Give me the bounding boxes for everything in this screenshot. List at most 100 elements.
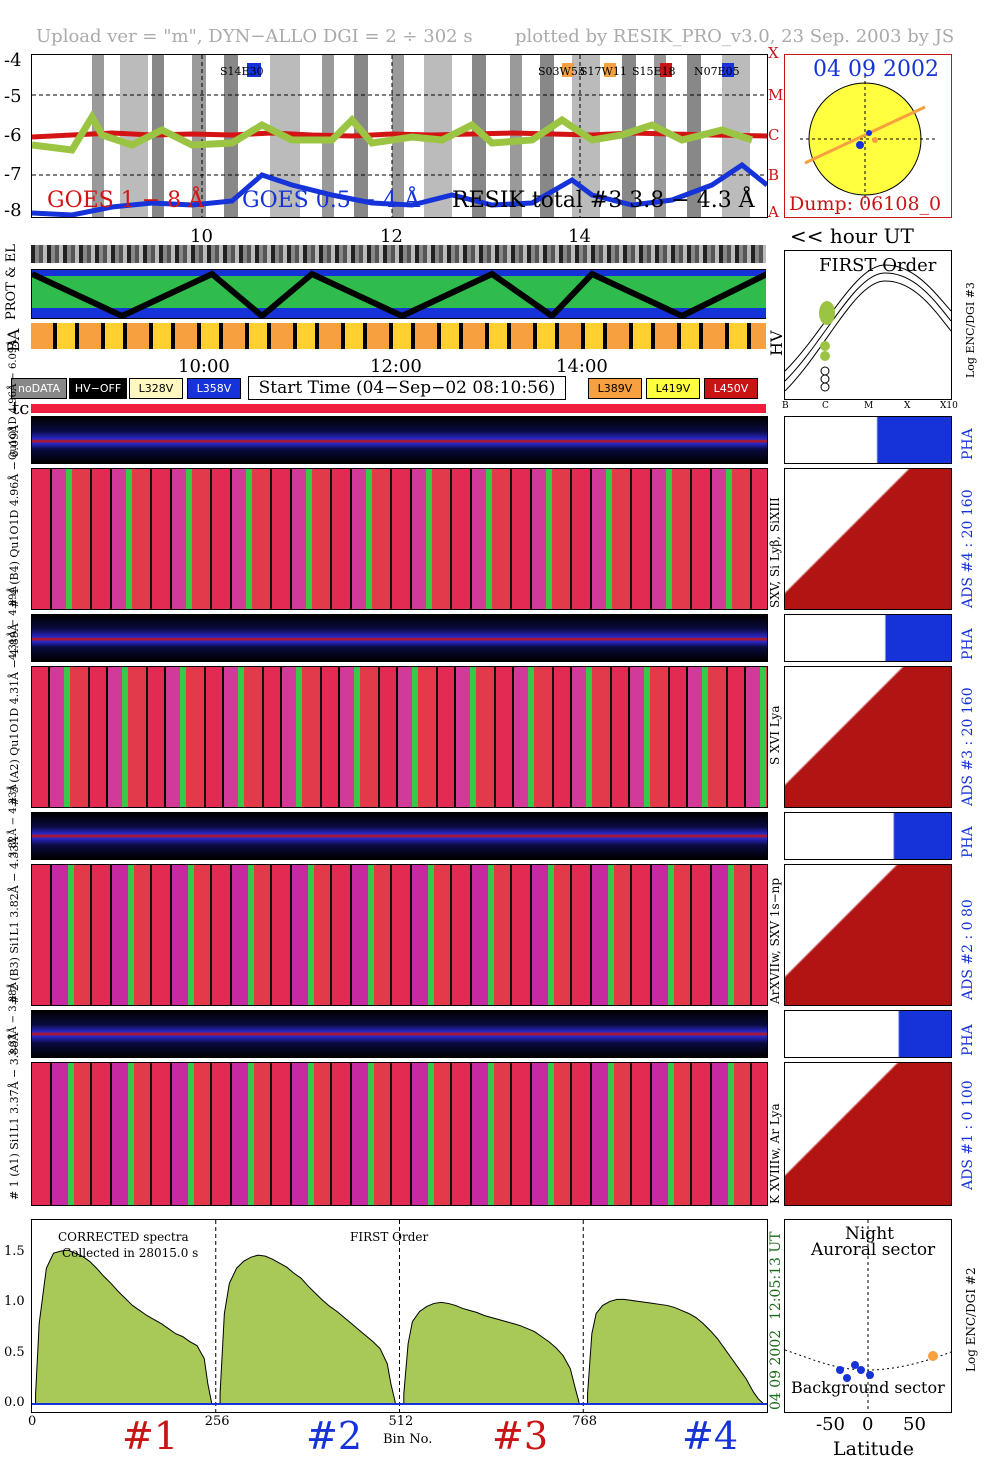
pha-histogram-ch2 <box>784 812 952 860</box>
region-label-3: S17W11 <box>580 65 627 78</box>
ch2-lines-label: ArXVIIw, SXV 1s−np <box>768 877 782 1004</box>
pha-histogram-ch3 <box>784 614 952 662</box>
ch4-pha-label: Qu1O1D 4.96Å − 6.09Å <box>8 339 19 460</box>
region-markers <box>247 63 734 77</box>
top-ytick-3: -6 <box>4 125 22 146</box>
sun-dump: Dump: 06108_0 <box>789 193 942 215</box>
spectrum-title-2: Collected in 28015.0 s <box>62 1246 199 1260</box>
channel-label-1: #1 <box>122 1414 179 1458</box>
header-right: plotted by RESIK_PRO_v3.0, 23 Sep. 2003 … <box>515 26 955 47</box>
fo-xtick-b: B <box>782 401 789 411</box>
first-order-panel: FIRST Order <box>784 250 952 400</box>
goes-lightcurve-svg: S14E30 S03W53 S17W11 S15E18 N07E05 GOES … <box>32 55 767 217</box>
spectrum-area-3 <box>403 1301 580 1405</box>
start-time-box: Start Time (04−Sep−02 08:10:56) <box>248 376 566 400</box>
time-tick-1000: 10:00 <box>178 356 230 377</box>
ch1-pha-tag: PHA <box>960 1024 976 1056</box>
ch1-lines-label: K XVIIIw, Ar Lya <box>768 1103 782 1204</box>
spectrum-area-4 <box>587 1298 764 1405</box>
lat-xtick-1: -50 <box>816 1414 845 1435</box>
latitude-title-2: Auroral sector <box>811 1240 936 1260</box>
hour-tick-12: 12 <box>380 226 403 247</box>
legend-l358v: L358V <box>187 378 241 399</box>
ch3-ads-label: ADS #3 : 20 160 <box>960 687 976 806</box>
spectrum-chart <box>32 1220 767 1412</box>
spectrum-right-date: 04 09 2002 <box>768 1329 784 1410</box>
ch3-lines-label: S XVI Lya <box>768 705 782 766</box>
legend-l450v: L450V <box>704 378 758 399</box>
channel-label-3: #3 <box>492 1414 549 1458</box>
latitude-bottom: Background sector <box>791 1378 945 1397</box>
lat-xtick-3: 50 <box>903 1414 926 1435</box>
latitude-xlabel: Latitude <box>833 1438 914 1460</box>
fo-xtick-m: M <box>864 401 874 411</box>
ch2-ads-label: ADS #2 : 0 80 <box>960 899 976 1000</box>
spectrum-panel: CORRECTED spectra Collected in 28015.0 s… <box>31 1219 768 1413</box>
top-ytick-1: -4 <box>4 50 22 71</box>
prot-el-label: PROT & EL <box>4 244 19 320</box>
ch4-pha-tag: PHA <box>960 428 976 460</box>
ch2-pha-label: 3.82Å − 4.33Å <box>8 784 19 858</box>
first-order-title: FIRST Order <box>819 255 937 276</box>
top-ytick-5: -8 <box>4 200 22 221</box>
legend-l389v: L389V <box>588 378 642 399</box>
ch2-main-label: # 2 (B3) Si1L1 3.82Å − 4.33Å <box>8 836 21 1004</box>
flare-class-a: A <box>768 203 779 221</box>
lat-xtick-2: 0 <box>862 1414 874 1435</box>
region-label-2: S03W53 <box>538 65 585 78</box>
channel-label-4: #4 <box>682 1414 739 1458</box>
sun-date: 04 09 2002 <box>813 57 939 82</box>
fo-xtick-c: C <box>822 401 829 411</box>
sun-disk-panel: 04 09 2002 Dump: 06108_0 <box>784 54 952 218</box>
flare-class-b: B <box>768 166 780 184</box>
ch1-pha-label: 3.37Å − 3.88Å <box>8 982 19 1056</box>
pha-strip-ch4 <box>31 416 768 464</box>
spectrum-xlabel: Bin No. <box>383 1432 433 1447</box>
tc-label: tc <box>12 398 30 419</box>
goes-0-5-4-curve <box>32 161 767 217</box>
hour-tick-10: 10 <box>190 226 213 247</box>
goes-lightcurve-panel: S14E30 S03W53 S17W11 S15E18 N07E05 GOES … <box>31 54 768 218</box>
first-order-svg <box>785 264 951 392</box>
legend-l419v: L419V <box>646 378 700 399</box>
legend-hv-off: HV−OFF <box>69 378 127 399</box>
spectrum-ytick-3: 1.0 <box>4 1294 25 1310</box>
ads-histogram-ch2 <box>784 864 952 1006</box>
resik-total-curve <box>32 110 754 154</box>
ch1-ads-label: ADS #1 : 0 100 <box>960 1080 976 1190</box>
ch4-ads-label: ADS #4 : 20 160 <box>960 489 976 608</box>
legend-goes-1-8: GOES 1 − 8 Å <box>47 185 205 213</box>
time-tick-1400: 14:00 <box>556 356 608 377</box>
spectrum-right-time: 12:05:13 UT <box>768 1231 784 1320</box>
flare-class-x: X <box>768 44 779 62</box>
first-order-ylabel: Log ENC/DGI #3 <box>964 282 977 378</box>
spectrum-xtick-2: 256 <box>204 1414 230 1429</box>
legend-goes-0-5-4: GOES 0.5 − 4 Å <box>242 185 421 213</box>
spectrum-xtick-4: 768 <box>572 1414 598 1429</box>
ba-band <box>31 323 766 349</box>
prot-el-band <box>31 269 766 320</box>
spectrum-xtick-3: 512 <box>388 1414 414 1429</box>
header-left: Upload ver = "m", DYN−ALLO DGI = 2 ÷ 302… <box>36 26 473 47</box>
latitude-panel: Night Auroral sector Background sector <box>784 1219 952 1413</box>
hour-tick-14: 14 <box>568 226 591 247</box>
spectrum-ytick-1: 0.0 <box>4 1395 25 1410</box>
sun-disk-svg <box>800 75 935 205</box>
latitude-ylabel: Log ENC/DGI #2 <box>964 1267 978 1372</box>
flare-class-m: M <box>768 86 784 104</box>
hour-unit: << hour UT <box>790 224 914 248</box>
region-label-4: S15E18 <box>632 65 676 78</box>
pha-histogram-ch1 <box>784 1010 952 1058</box>
orbit-panel <box>31 245 766 350</box>
fo-xtick-x: X <box>904 401 911 411</box>
ch3-pha-label: 4.31Å − 4.89Å <box>8 586 19 660</box>
region-label-5: N07E05 <box>694 65 740 78</box>
pha-histogram-ch4 <box>784 416 952 464</box>
spectrum-title-1: CORRECTED spectra <box>58 1230 189 1244</box>
time-tick-1200: 12:00 <box>370 356 422 377</box>
spectrogram-ch3 <box>31 666 768 808</box>
spectrum-xtick-1: 0 <box>28 1414 37 1429</box>
region-label-1: S14E30 <box>220 65 264 78</box>
legend-nodata: noDATA <box>11 378 67 399</box>
top-ytick-2: -5 <box>4 86 22 107</box>
